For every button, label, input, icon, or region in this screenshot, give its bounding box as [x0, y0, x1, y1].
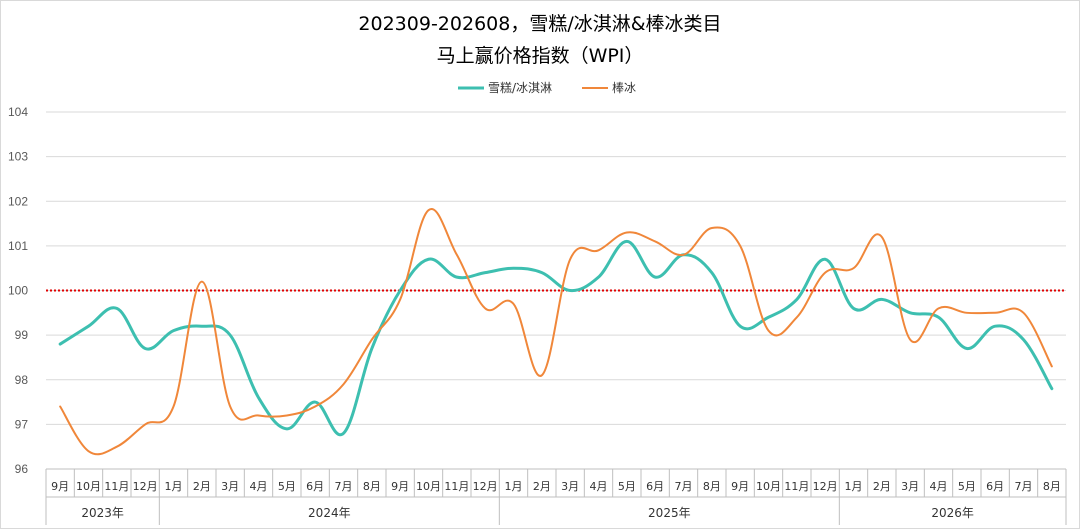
y-tick-label: 100 — [8, 284, 28, 298]
x-axis: 9月 10月 11月 12月 1月 2月 3月 4月 5月 6月 7月 8月 9月 10月 11月 12月 1月… — [45, 468, 1067, 525]
x-tick-label: 10月 — [76, 480, 101, 493]
x-tick-label: 2月 — [873, 480, 891, 493]
x-tick-label: 3月 — [561, 480, 579, 493]
y-tick-label: 99 — [15, 328, 29, 342]
x-tick-label: 6月 — [306, 480, 324, 493]
legend-label: 棒冰 — [612, 81, 636, 95]
legend: 雪糕/冰淇淋 棒冰 — [458, 81, 636, 95]
y-tick-label: 102 — [8, 194, 28, 208]
x-tick-label: 2月 — [193, 480, 211, 493]
chart-title-line1: 202309-202608，雪糕/冰淇淋&棒冰类目 — [358, 13, 721, 35]
x-tick-label: 8月 — [1043, 480, 1061, 493]
x-tick-label: 1月 — [165, 480, 183, 493]
y-tick-label: 101 — [8, 239, 28, 253]
x-tick-label: 12月 — [473, 480, 498, 493]
x-tick-label: 2月 — [533, 480, 551, 493]
x-tick-label: 10月 — [416, 480, 441, 493]
x-tick-label: 7月 — [1015, 480, 1033, 493]
x-tick-label: 1月 — [505, 480, 523, 493]
x-tick-label: 7月 — [335, 480, 353, 493]
chart-title-line2: 马上赢价格指数（WPI） — [437, 45, 644, 67]
y-tick-label: 96 — [15, 462, 29, 476]
x-tick-label: 5月 — [958, 480, 976, 493]
x-tick-label: 8月 — [363, 480, 381, 493]
x-tick-label: 10月 — [756, 480, 781, 493]
series-lines — [58, 208, 1054, 456]
year-label: 2025年 — [648, 506, 691, 520]
x-tick-label: 11月 — [784, 480, 809, 493]
x-tick-label: 9月 — [731, 480, 749, 493]
x-tick-label: 7月 — [675, 480, 693, 493]
x-tick-label: 9月 — [391, 480, 409, 493]
legend-label: 雪糕/冰淇淋 — [488, 81, 552, 95]
y-tick-label: 104 — [8, 105, 28, 119]
year-label: 2024年 — [308, 506, 351, 520]
y-tick-label: 98 — [15, 373, 29, 387]
x-tick-label: 12月 — [133, 480, 158, 493]
x-tick-label: 11月 — [104, 480, 129, 493]
x-tick-label: 6月 — [646, 480, 664, 493]
year-label: 2023年 — [81, 506, 124, 520]
y-axis: 96 97 98 99 100 101 102 103 104 — [8, 105, 28, 476]
x-tick-label: 9月 — [51, 480, 69, 493]
x-tick-label: 4月 — [930, 480, 948, 493]
x-tick-label: 3月 — [901, 480, 919, 493]
x-tick-label: 11月 — [444, 480, 469, 493]
x-tick-label: 8月 — [703, 480, 721, 493]
y-tick-label: 103 — [8, 150, 28, 164]
x-tick-label: 6月 — [986, 480, 1004, 493]
series-line-popsicle — [59, 208, 1053, 456]
year-label: 2026年 — [931, 506, 974, 520]
x-tick-label: 5月 — [278, 480, 296, 493]
x-tick-label: 4月 — [590, 480, 608, 493]
x-tick-label: 12月 — [813, 480, 838, 493]
x-tick-label: 1月 — [845, 480, 863, 493]
x-tick-label: 3月 — [221, 480, 239, 493]
y-tick-label: 97 — [15, 417, 29, 431]
series-line-ice-cream — [58, 239, 1054, 437]
x-tick-label: 5月 — [618, 480, 636, 493]
x-tick-label: 4月 — [250, 480, 268, 493]
